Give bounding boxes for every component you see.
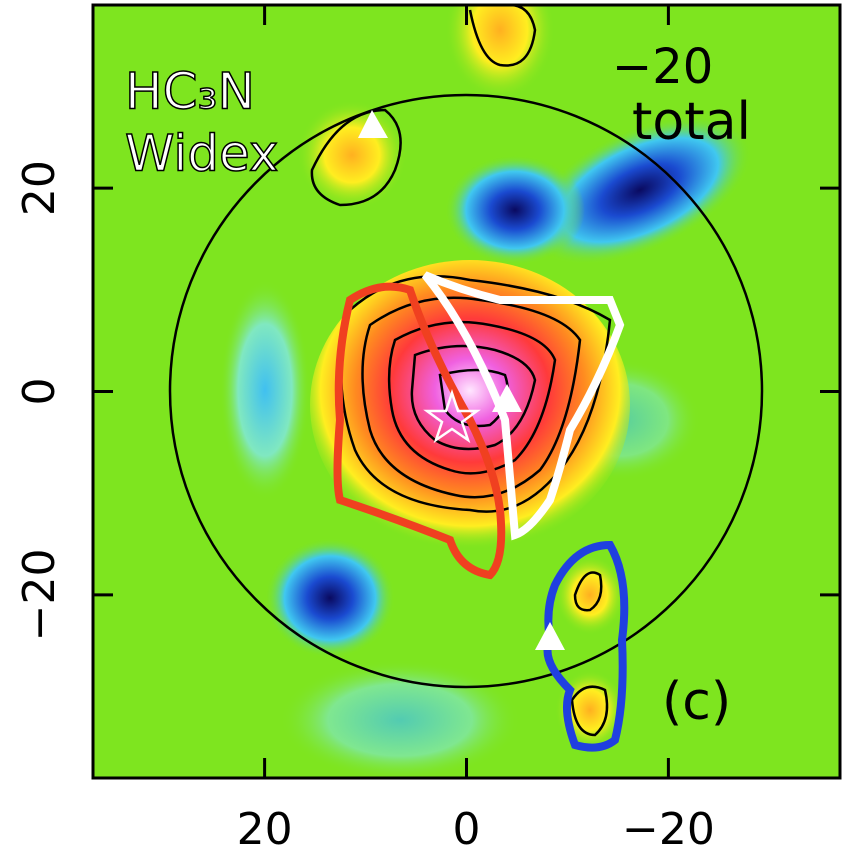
y-tick-label: 0 xyxy=(14,378,65,406)
top-tick-label: −20 xyxy=(612,39,713,95)
molecule-label: HC₃N xyxy=(125,63,255,121)
map-feature xyxy=(445,5,555,100)
intensity-map xyxy=(220,5,752,778)
red-contour xyxy=(333,282,506,580)
map-feature xyxy=(310,260,630,550)
x-tick-label: −20 xyxy=(622,804,715,855)
band-label: Widex xyxy=(125,125,278,183)
white-contour xyxy=(421,271,625,541)
map-feature xyxy=(555,555,625,635)
markers xyxy=(358,110,565,650)
map-feature xyxy=(265,538,395,658)
map-feature xyxy=(528,115,752,265)
y-tick-label: −20 xyxy=(14,548,65,641)
component-label: total xyxy=(632,92,751,152)
x-tick-label: 20 xyxy=(237,804,293,855)
y-tick-label: 20 xyxy=(14,160,65,216)
star-marker xyxy=(423,389,481,444)
panel-label: (c) xyxy=(662,672,731,732)
map-feature xyxy=(220,280,310,500)
x-tick-label: 0 xyxy=(453,804,481,855)
map-feature xyxy=(445,155,585,265)
map-feature xyxy=(280,660,520,778)
plot-frame xyxy=(91,3,842,780)
